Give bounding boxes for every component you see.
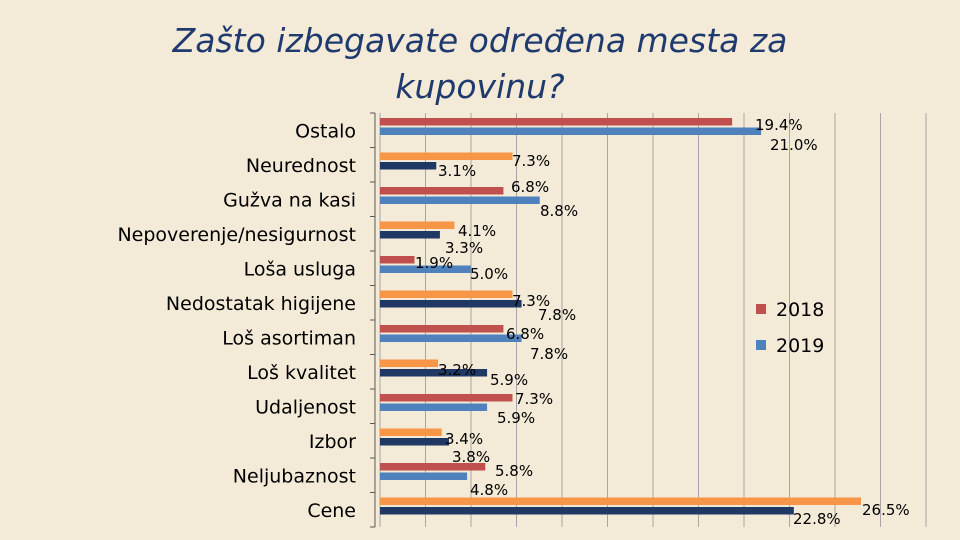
data-label: 8.8% xyxy=(540,202,578,220)
data-label: 21.0% xyxy=(770,136,818,154)
bars xyxy=(380,118,861,515)
bar-2018 xyxy=(380,221,455,229)
data-label: 6.8% xyxy=(506,325,544,343)
category-label: Loša usluga xyxy=(244,258,356,280)
legend: 2018 2019 xyxy=(756,299,824,357)
data-label: 5.8% xyxy=(495,462,533,480)
legend-label: 2019 xyxy=(776,335,824,357)
legend-label: 2018 xyxy=(776,299,824,321)
category-labels: Ostalo Neurednost Gužva na kasi Nepoverenje… xyxy=(117,120,356,522)
category-label: Udaljenost xyxy=(255,396,356,418)
bar-2019 xyxy=(380,265,471,273)
data-label: 4.8% xyxy=(470,481,508,499)
bar-2019 xyxy=(380,231,440,239)
data-label: 19.4% xyxy=(755,116,803,134)
legend-swatch xyxy=(756,340,766,350)
data-label: 4.1% xyxy=(458,222,496,240)
category-label: Izbor xyxy=(309,431,356,453)
data-label: 22.8% xyxy=(793,510,841,528)
bar-2018 xyxy=(380,187,504,195)
bar-2019 xyxy=(380,334,522,342)
category-label: Loš kvalitet xyxy=(247,362,356,384)
category-label: Loš asortiman xyxy=(222,327,356,349)
data-label: 3.3% xyxy=(445,239,483,257)
category-label: Cene xyxy=(307,500,356,522)
category-axis xyxy=(370,112,376,528)
chart-title: Zašto izbegavate određena mesta za kupov… xyxy=(172,21,788,106)
value-labels: 19.4% 21.0% 7.3% 3.1% 6.8% 8.8% 4.1%3.3%1.9% 5.… xyxy=(415,116,910,528)
bar-2018 xyxy=(380,463,486,471)
data-label: 3.1% xyxy=(438,162,476,180)
bar-2018 xyxy=(380,290,513,298)
bar-2018 xyxy=(380,394,513,402)
legend-swatch xyxy=(756,304,766,314)
data-label: 6.8% xyxy=(511,178,549,196)
data-label: 3.4% xyxy=(445,430,483,448)
bar-2019 xyxy=(380,369,488,377)
category-label: Ostalo xyxy=(295,120,356,142)
bar-2019 xyxy=(380,196,540,204)
data-label: 7.3% xyxy=(512,152,550,170)
bar-2018 xyxy=(380,325,504,333)
bar-2018 xyxy=(380,118,733,126)
category-label: Nedostatak higijene xyxy=(166,293,356,315)
bar-2019 xyxy=(380,507,794,515)
data-label: 7.3% xyxy=(512,292,550,310)
data-label: 7.3% xyxy=(515,390,553,408)
bar-2019 xyxy=(380,438,449,446)
data-label: 5.9% xyxy=(490,371,528,389)
bar-2019 xyxy=(380,472,468,480)
data-label: 5.0% xyxy=(470,265,508,283)
category-label: Neurednost xyxy=(246,155,356,177)
data-label: 1.9% xyxy=(415,254,453,272)
data-label: 7.8% xyxy=(530,345,568,363)
bar-2019 xyxy=(380,403,488,411)
data-label: 3.8% xyxy=(452,448,490,466)
data-label: 3.2% xyxy=(438,361,476,379)
category-label: Nepoverenje/nesigurnost xyxy=(117,224,356,246)
bar-2018 xyxy=(380,152,513,160)
bar-2018 xyxy=(380,256,415,264)
bar-2018 xyxy=(380,359,439,367)
bar-2019 xyxy=(380,127,762,135)
bar-2019 xyxy=(380,300,522,308)
bar-2019 xyxy=(380,162,437,170)
category-label: Neljubaznost xyxy=(233,465,356,487)
data-label: 5.9% xyxy=(497,409,535,427)
bar-2018 xyxy=(380,497,861,505)
data-label: 7.8% xyxy=(538,306,576,324)
gridlines xyxy=(379,113,927,527)
data-label: 26.5% xyxy=(862,501,910,519)
bar-2018 xyxy=(380,428,442,436)
category-label: Gužva na kasi xyxy=(223,189,356,211)
